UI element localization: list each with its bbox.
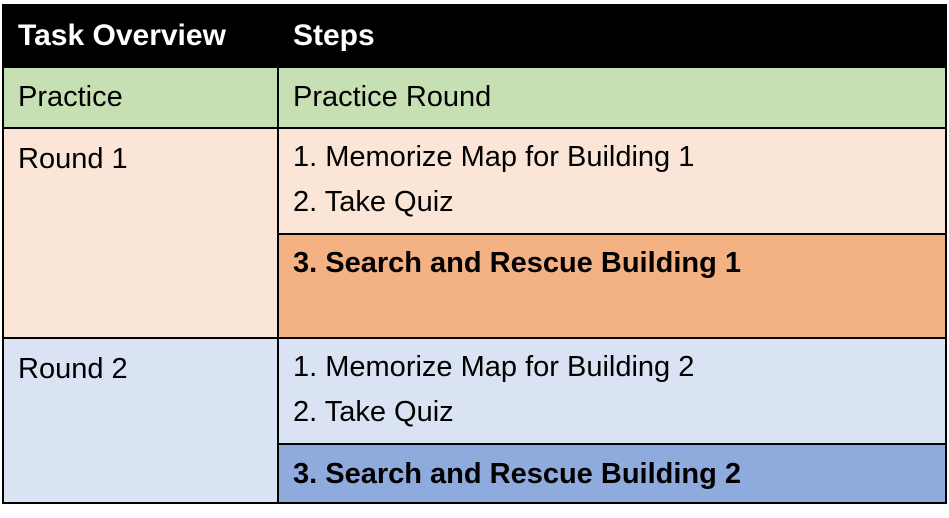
table-header-row: Task Overview Steps <box>4 6 945 66</box>
round-2-step-3: 3. Search and Rescue Building 2 <box>279 443 945 502</box>
practice-step: Practice Round <box>293 81 492 113</box>
table-row-practice: Practice Practice Round <box>4 66 945 127</box>
round-1-steps: 1. Memorize Map for Building 1 2. Take Q… <box>279 135 945 235</box>
round-1-steps-cell: 1. Memorize Map for Building 1 2. Take Q… <box>279 129 945 337</box>
round-1-step-1: 1. Memorize Map for Building 1 <box>293 141 695 173</box>
task-overview-table: Task Overview Steps Practice Practice Ro… <box>2 4 947 504</box>
round-2-label: Round 2 <box>4 339 279 502</box>
practice-label: Practice <box>4 68 279 127</box>
round-2-step-2: 2. Take Quiz <box>293 396 454 428</box>
round-1-step-3: 3. Search and Rescue Building 1 <box>279 233 945 337</box>
header-task-overview: Task Overview <box>4 6 279 66</box>
table-row-round-1: Round 1 1. Memorize Map for Building 1 2… <box>4 127 945 337</box>
round-2-step-1: 1. Memorize Map for Building 2 <box>293 351 695 383</box>
table-row-round-2: Round 2 1. Memorize Map for Building 2 2… <box>4 337 945 502</box>
round-2-steps: 1. Memorize Map for Building 2 2. Take Q… <box>279 345 945 445</box>
round-2-steps-cell: 1. Memorize Map for Building 2 2. Take Q… <box>279 339 945 502</box>
round-1-label: Round 1 <box>4 129 279 337</box>
header-steps: Steps <box>293 19 375 52</box>
round-1-step-2: 2. Take Quiz <box>293 186 454 218</box>
